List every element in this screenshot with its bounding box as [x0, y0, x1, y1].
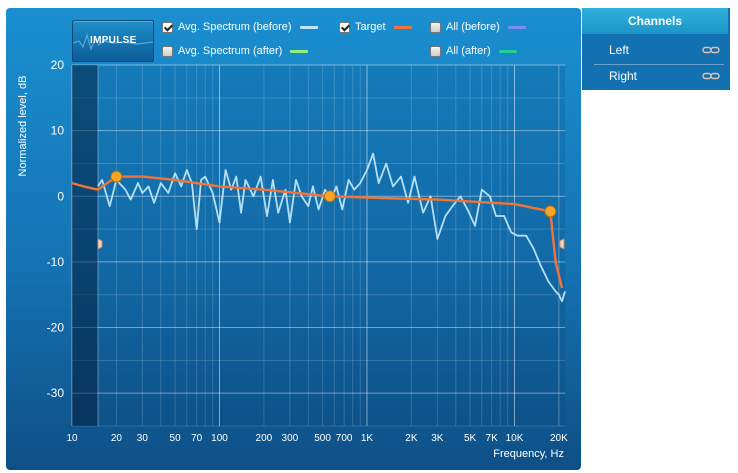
legend-swatch	[393, 25, 412, 29]
x-tick-label: 500	[314, 433, 331, 444]
low-range-handle	[97, 238, 103, 250]
channel-divider	[594, 64, 724, 65]
y-axis-label: Normalized level, dB	[17, 76, 29, 177]
x-axis-label: Frequency, Hz	[493, 448, 564, 460]
y-tick-label: -30	[47, 386, 65, 400]
channel-item-right[interactable]: Right	[582, 63, 730, 89]
checkbox-label: Avg. Spectrum (before)	[178, 21, 292, 33]
high-range-handle	[559, 238, 565, 250]
checkbox-all-before[interactable]: All (before)	[430, 19, 526, 35]
x-tick-label: 10	[66, 433, 78, 444]
x-tick-label: 300	[282, 433, 299, 444]
legend-swatch	[498, 49, 517, 53]
channel-label: Right	[609, 69, 638, 83]
y-tick-label: 0	[57, 189, 64, 203]
channel-label: Left	[609, 43, 630, 57]
x-tick-label: 70	[191, 433, 203, 444]
checkbox-checked-icon[interactable]	[339, 21, 350, 33]
legend-swatch	[299, 25, 318, 29]
checkbox-unchecked-icon[interactable]	[162, 45, 173, 57]
target-curve-line	[71, 175, 564, 289]
checkbox-label: All (after)	[446, 45, 491, 57]
plot-area	[71, 152, 566, 303]
x-tick-label: 100	[211, 433, 228, 444]
x-tick-label: 50	[170, 433, 182, 444]
target-control-point[interactable]	[110, 170, 123, 183]
link-icon[interactable]	[702, 72, 720, 80]
link-icon[interactable]	[702, 46, 720, 54]
legend-swatch	[507, 25, 526, 29]
x-tick-label: 30	[137, 433, 149, 444]
checkbox-checked-icon[interactable]	[162, 21, 173, 33]
checkbox-label: Target	[355, 21, 386, 33]
checkbox-unchecked-icon[interactable]	[430, 45, 441, 57]
y-tick-label: 20	[51, 58, 65, 72]
x-tick-label: 20K	[550, 433, 568, 444]
legend-swatch	[290, 49, 309, 53]
avg-spectrum-before-line	[97, 152, 566, 303]
x-tick-label: 3K	[431, 433, 444, 444]
impulse-button-label: IMPULSE	[90, 35, 137, 46]
x-tick-label: 5K	[464, 433, 477, 444]
checkbox-label: Avg. Spectrum (after)	[178, 45, 283, 57]
waveform-icon	[73, 32, 153, 51]
checkbox-avg-spectrum-after[interactable]: Avg. Spectrum (after)	[162, 43, 309, 59]
y-tick-label: -10	[47, 255, 65, 269]
x-tick-label: 700	[336, 433, 353, 444]
x-tick-label: 2K	[405, 433, 418, 444]
checkbox-unchecked-icon[interactable]	[430, 21, 441, 33]
analysis-panel: 20 10 0 -10 -20 -30 10 20 30 50 70 100 200 300 500 700 1…	[6, 8, 581, 470]
y-tick-label: 10	[51, 124, 65, 138]
target-control-point[interactable]	[323, 190, 336, 203]
x-tick-label: 200	[256, 433, 273, 444]
channels-title: Channels	[582, 8, 728, 34]
target-control-point[interactable]	[544, 205, 557, 218]
checkbox-avg-spectrum-before[interactable]: Avg. Spectrum (before)	[162, 19, 318, 35]
excluded-region	[72, 65, 98, 426]
impulse-button[interactable]: IMPULSE	[72, 20, 154, 62]
x-tick-label: 1K	[361, 433, 374, 444]
checkbox-label: All (before)	[446, 21, 500, 33]
x-tick-label: 7K	[486, 433, 499, 444]
x-tick-label: 20	[111, 433, 123, 444]
channels-panel: Channels Left Right	[582, 8, 730, 90]
channel-item-left[interactable]: Left	[582, 37, 730, 63]
plot-background	[72, 65, 565, 426]
checkbox-target[interactable]: Target	[339, 19, 412, 35]
x-tick-label: 10K	[506, 433, 524, 444]
y-tick-label: -20	[47, 321, 65, 335]
checkbox-all-after[interactable]: All (after)	[430, 43, 517, 59]
